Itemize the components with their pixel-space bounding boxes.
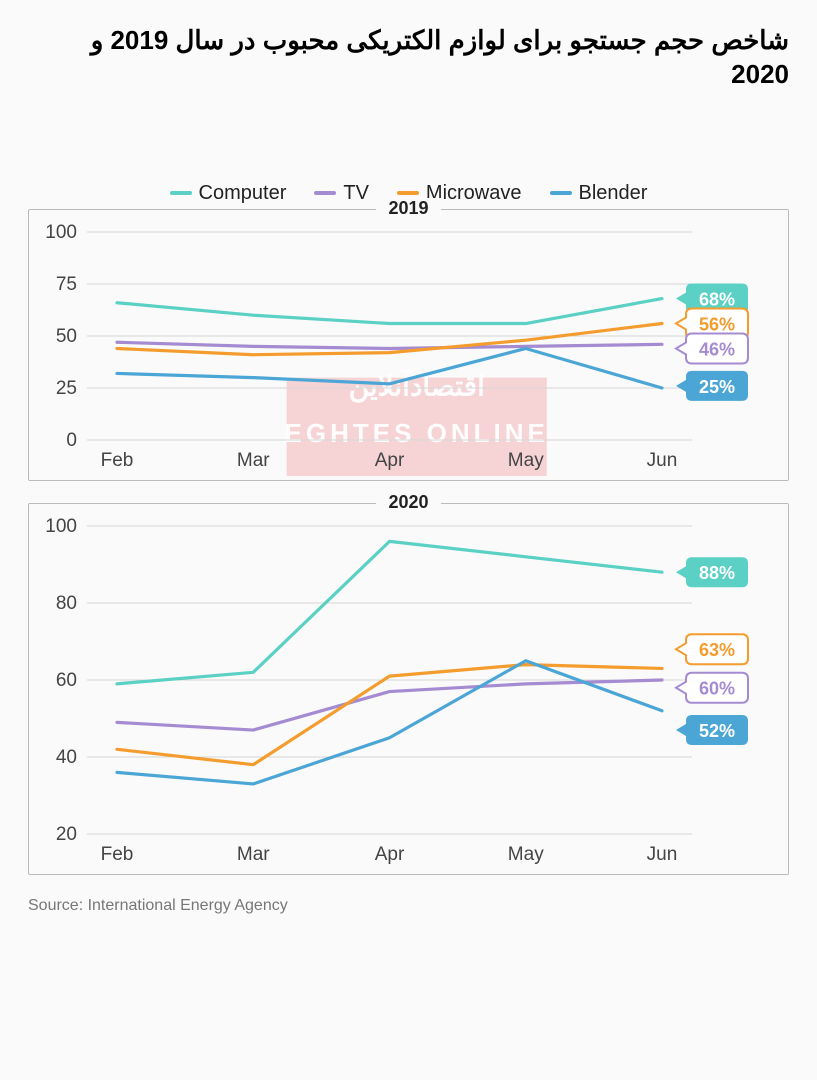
svg-text:40: 40	[56, 747, 77, 768]
svg-text:EGHTES ONLINE: EGHTES ONLINE	[285, 418, 549, 448]
svg-text:50: 50	[56, 326, 77, 347]
svg-text:60%: 60%	[699, 678, 735, 698]
svg-text:46%: 46%	[699, 339, 735, 359]
svg-text:63%: 63%	[699, 640, 735, 660]
svg-text:52%: 52%	[699, 721, 735, 741]
svg-text:Mar: Mar	[237, 450, 270, 471]
chart-2019: EGHTES ONLINE اقتصادآنلاین 0 25 50 75 100 Feb Ma…	[33, 216, 784, 476]
source-text: Source: International Energy Agency	[28, 897, 789, 915]
svg-text:Apr: Apr	[375, 844, 405, 865]
legend-swatch	[170, 191, 192, 195]
svg-text:56%: 56%	[699, 314, 735, 334]
svg-text:75: 75	[56, 274, 77, 295]
legend-swatch	[397, 191, 419, 195]
legend-swatch	[550, 191, 572, 195]
svg-text:اقتصادآنلاین: اقتصادآنلاین	[349, 367, 485, 403]
svg-text:Apr: Apr	[375, 450, 405, 471]
svg-text:Mar: Mar	[237, 844, 270, 865]
svg-text:60: 60	[56, 670, 77, 691]
svg-text:May: May	[508, 450, 544, 471]
svg-text:88%: 88%	[699, 563, 735, 583]
panel-title: 2020	[376, 492, 440, 512]
svg-text:25%: 25%	[699, 377, 735, 397]
svg-text:100: 100	[45, 222, 77, 243]
panel-title: 2019	[376, 198, 440, 218]
svg-text:Feb: Feb	[101, 450, 134, 471]
chart-2020: 20 40 60 80 100 Feb Mar Apr May Jun 88% 63% 60% 52%	[33, 510, 784, 870]
svg-text:0: 0	[66, 430, 77, 451]
svg-text:May: May	[508, 844, 544, 865]
svg-text:Jun: Jun	[647, 844, 678, 865]
svg-text:80: 80	[56, 593, 77, 614]
svg-text:20: 20	[56, 824, 77, 845]
svg-text:25: 25	[56, 378, 77, 399]
panel-2019: 2019 EGHTES ONLINEاقتصادآنلاین0255075100…	[28, 209, 789, 481]
svg-text:68%: 68%	[699, 289, 735, 309]
svg-text:Feb: Feb	[101, 844, 134, 865]
panel-2020: 2020 20406080100FebMarAprMayJun88%63%60%…	[28, 503, 789, 875]
svg-text:100: 100	[45, 516, 77, 537]
svg-text:Jun: Jun	[647, 450, 678, 471]
legend-swatch	[314, 191, 336, 195]
chart-title: شاخص حجم جستجو برای لوازم الکتریکی محبوب…	[28, 24, 789, 92]
